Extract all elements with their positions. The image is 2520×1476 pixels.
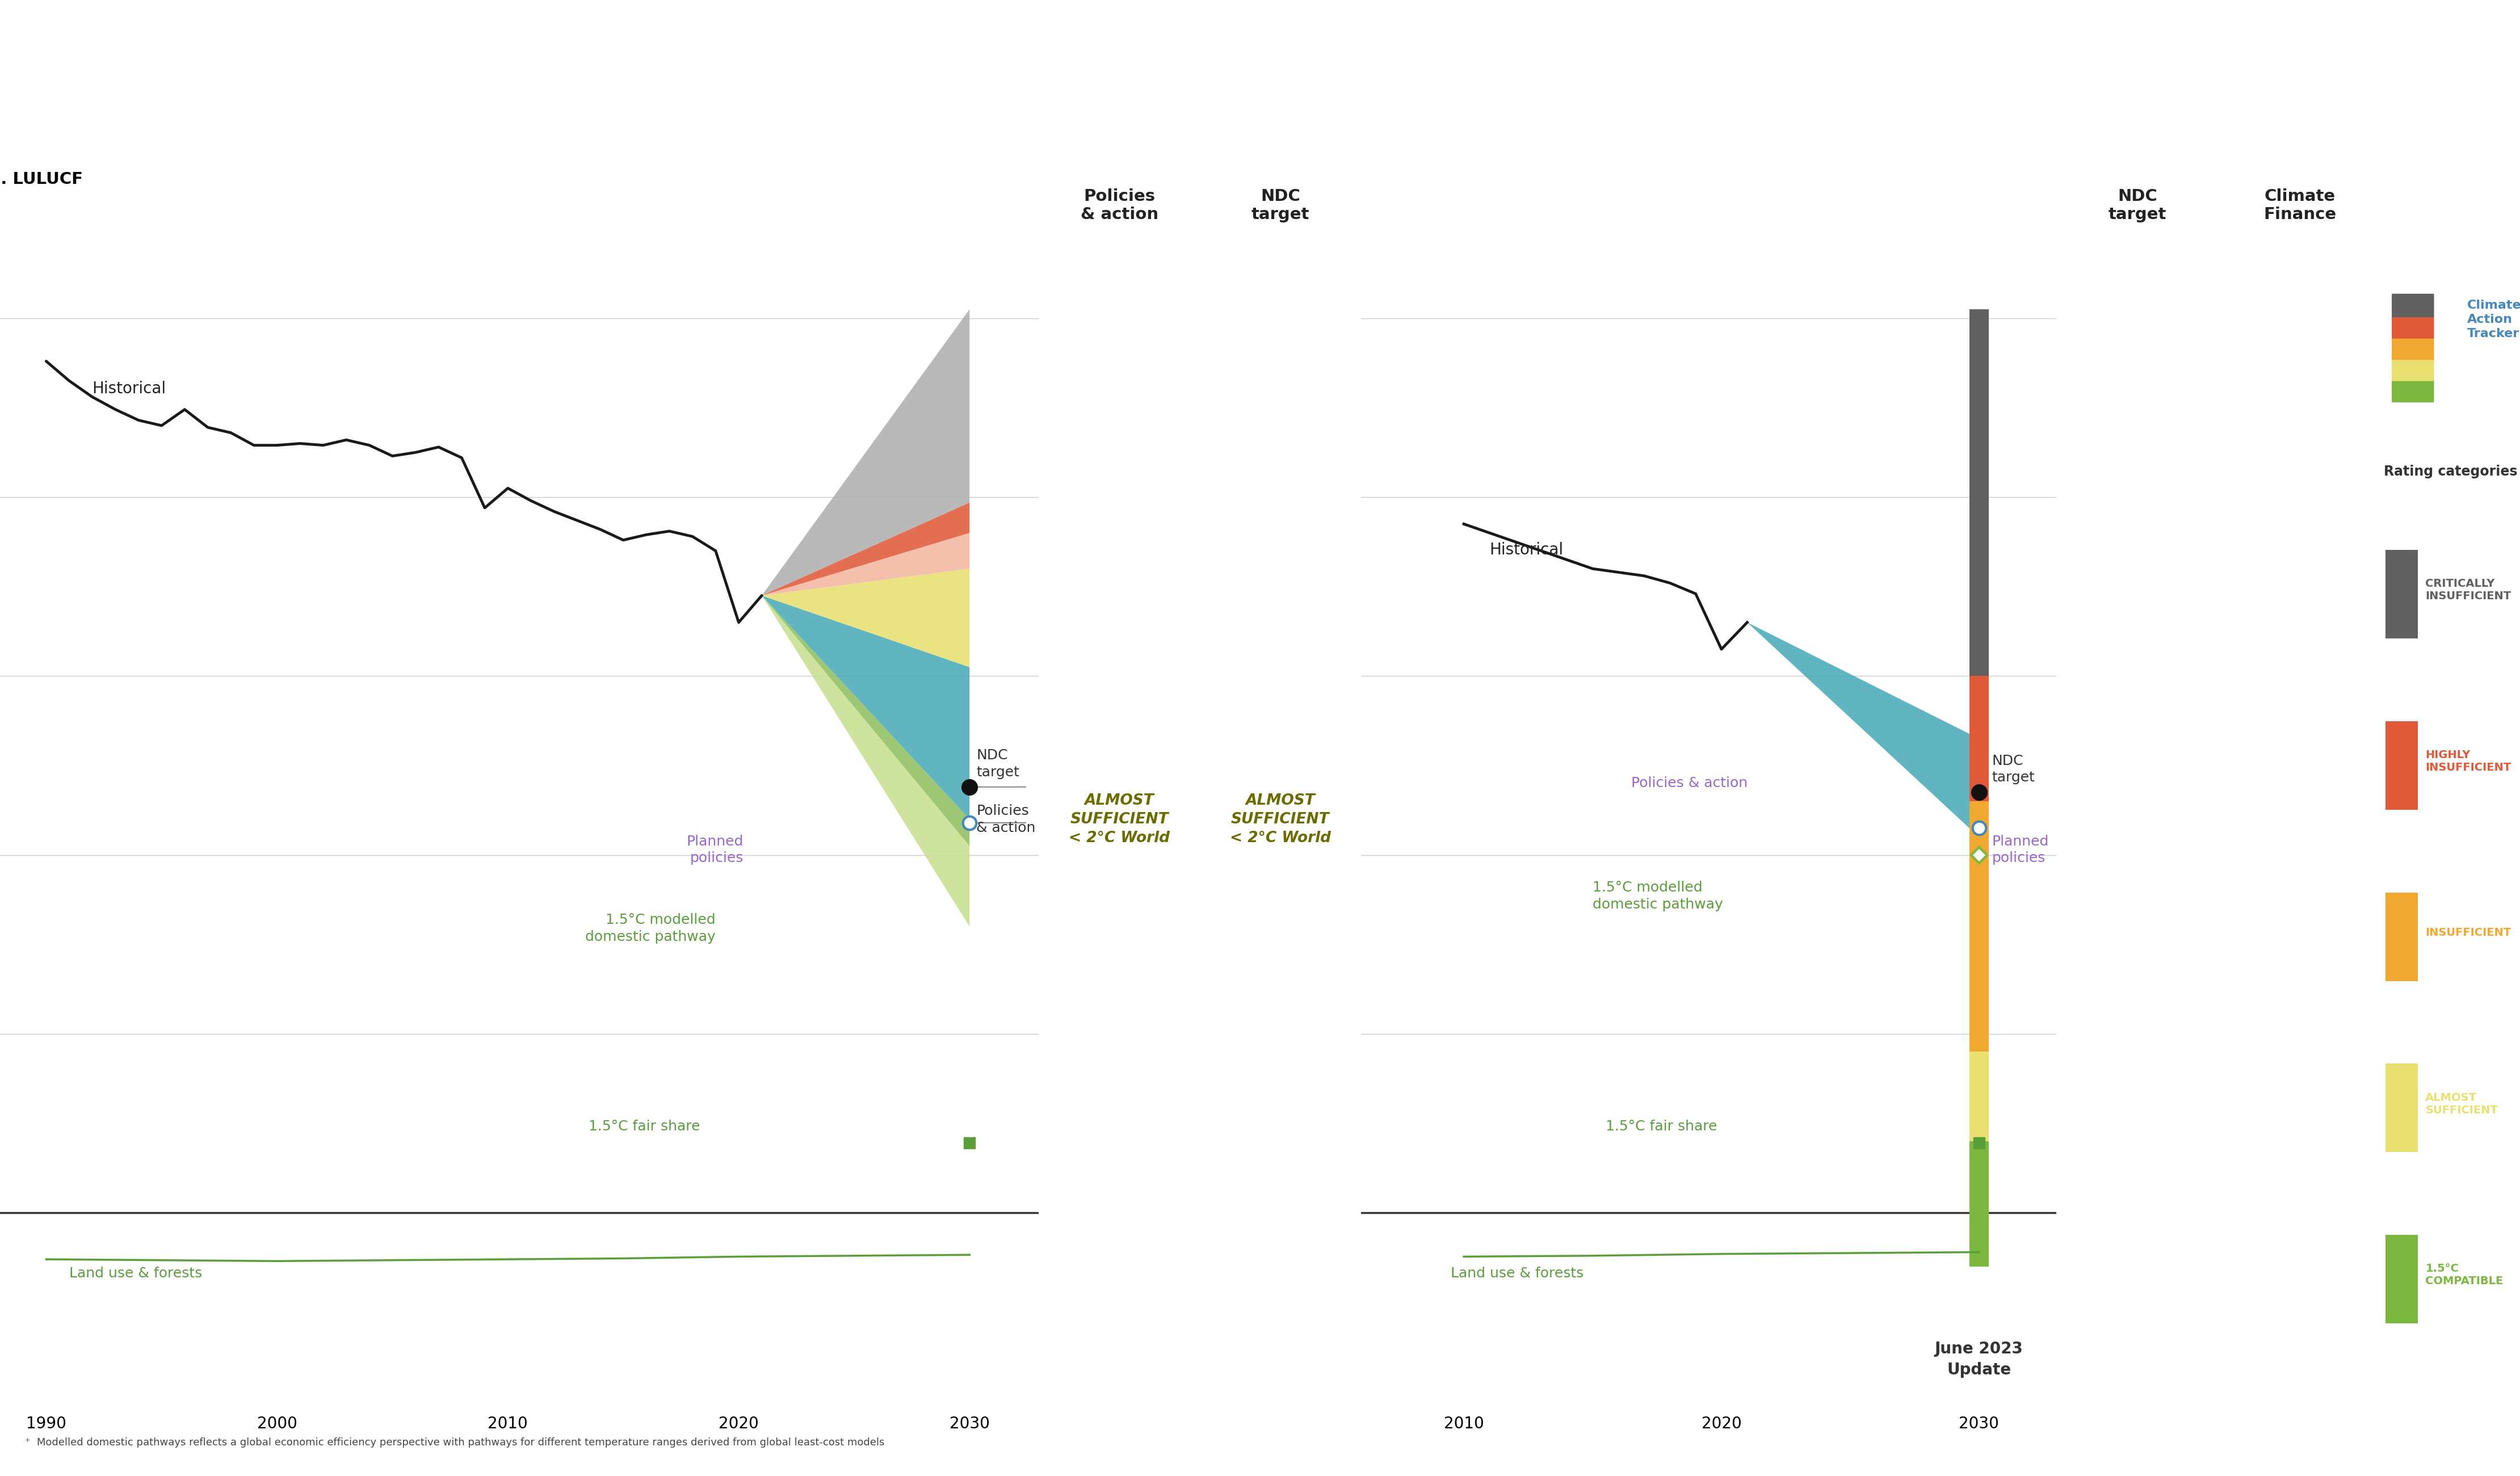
Text: ALMOST
SUFFICIENT
< 2°C World: ALMOST SUFFICIENT < 2°C World	[1068, 793, 1169, 846]
Text: Historical: Historical	[93, 381, 166, 397]
Title: Climate
Finance: Climate Finance	[2263, 189, 2336, 223]
Text: NDC
target: NDC target	[1991, 754, 2036, 784]
Text: 1.5°C modelled
domestic pathway: 1.5°C modelled domestic pathway	[1593, 881, 1724, 912]
Bar	[1971, 1052, 1988, 1141]
Text: Land use & forests: Land use & forests	[68, 1266, 202, 1280]
Text: Emissions excl. LULUCF: Emissions excl. LULUCF	[0, 171, 83, 187]
FancyBboxPatch shape	[2391, 357, 2434, 381]
Text: EUROPEAN UNION OVERALL RATING: EUROPEAN UNION OVERALL RATING	[1046, 40, 1474, 63]
Polygon shape	[761, 310, 970, 595]
Text: Policies
& action: Policies & action	[975, 804, 1036, 834]
Text: CRITICALLY
INSUFFICIENT: CRITICALLY INSUFFICIENT	[2424, 579, 2512, 602]
Text: Planned
policies: Planned policies	[1991, 834, 2049, 865]
Text: INSUFFICIENT: INSUFFICIENT	[2079, 776, 2195, 791]
Text: BASED ON MODELLED DOMESTIC PATHWAYS⁺: BASED ON MODELLED DOMESTIC PATHWAYS⁺	[494, 186, 1018, 205]
Text: 1.5°C modelled
domestic pathway: 1.5°C modelled domestic pathway	[585, 914, 716, 943]
Text: 1.5°C fair share: 1.5°C fair share	[590, 1120, 701, 1134]
Text: Climate
Action
Tracker: Climate Action Tracker	[2467, 300, 2520, 339]
Text: Policies & action: Policies & action	[1630, 776, 1749, 790]
Bar	[1971, 310, 1988, 676]
FancyBboxPatch shape	[2386, 893, 2417, 982]
FancyBboxPatch shape	[2391, 337, 2434, 360]
Bar	[1971, 801, 1988, 1052]
Text: INSUFFICIENT: INSUFFICIENT	[2424, 927, 2512, 937]
Text: ⁺  Modelled domestic pathways reflects a global economic efficiency perspective : ⁺ Modelled domestic pathways reflects a …	[25, 1438, 885, 1448]
Bar	[1971, 676, 1988, 801]
Text: Historical: Historical	[1489, 542, 1562, 558]
Text: 1.5°C fair share: 1.5°C fair share	[1605, 1120, 1716, 1134]
Polygon shape	[761, 568, 970, 667]
Polygon shape	[761, 502, 970, 595]
Text: INSUFFICIENT: INSUFFICIENT	[2243, 812, 2359, 827]
Polygon shape	[761, 595, 970, 846]
Text: ALMOST
SUFFICIENT
< 2°C World: ALMOST SUFFICIENT < 2°C World	[1230, 793, 1331, 846]
FancyBboxPatch shape	[2386, 1064, 2417, 1153]
Polygon shape	[761, 595, 970, 927]
Text: 1.5°C
COMPATIBLE: 1.5°C COMPATIBLE	[2424, 1263, 2502, 1287]
Title: NDC
target: NDC target	[2109, 189, 2167, 223]
FancyBboxPatch shape	[2391, 379, 2434, 403]
FancyBboxPatch shape	[2386, 722, 2417, 810]
FancyBboxPatch shape	[2391, 314, 2434, 338]
Text: Land use & forests: Land use & forests	[1452, 1266, 1585, 1280]
Text: HIGHLY
INSUFFICIENT: HIGHLY INSUFFICIENT	[2424, 750, 2512, 773]
Text: ALMOST
SUFFICIENT: ALMOST SUFFICIENT	[2424, 1092, 2497, 1116]
Text: < 3°C World: < 3°C World	[2097, 977, 2180, 992]
Polygon shape	[1746, 623, 1978, 837]
Text: NDC
target: NDC target	[975, 748, 1021, 779]
Polygon shape	[761, 595, 970, 819]
Text: June 2023
Update: June 2023 Update	[1935, 1342, 2024, 1379]
Polygon shape	[761, 533, 970, 595]
Text: Planned
policies: Planned policies	[685, 834, 743, 865]
Bar	[1971, 1141, 1988, 1266]
Title: Policies
& action: Policies & action	[1081, 189, 1159, 223]
Text: INSUFFICIENT: INSUFFICIENT	[1089, 105, 1431, 148]
FancyBboxPatch shape	[2386, 551, 2417, 639]
Title: NDC
target: NDC target	[1252, 189, 1310, 223]
FancyBboxPatch shape	[2386, 1235, 2417, 1324]
Text: BASED ON FAIR SHARE: BASED ON FAIR SHARE	[1860, 186, 2122, 205]
FancyBboxPatch shape	[2391, 294, 2434, 317]
Text: Rating categories: Rating categories	[2384, 465, 2517, 478]
